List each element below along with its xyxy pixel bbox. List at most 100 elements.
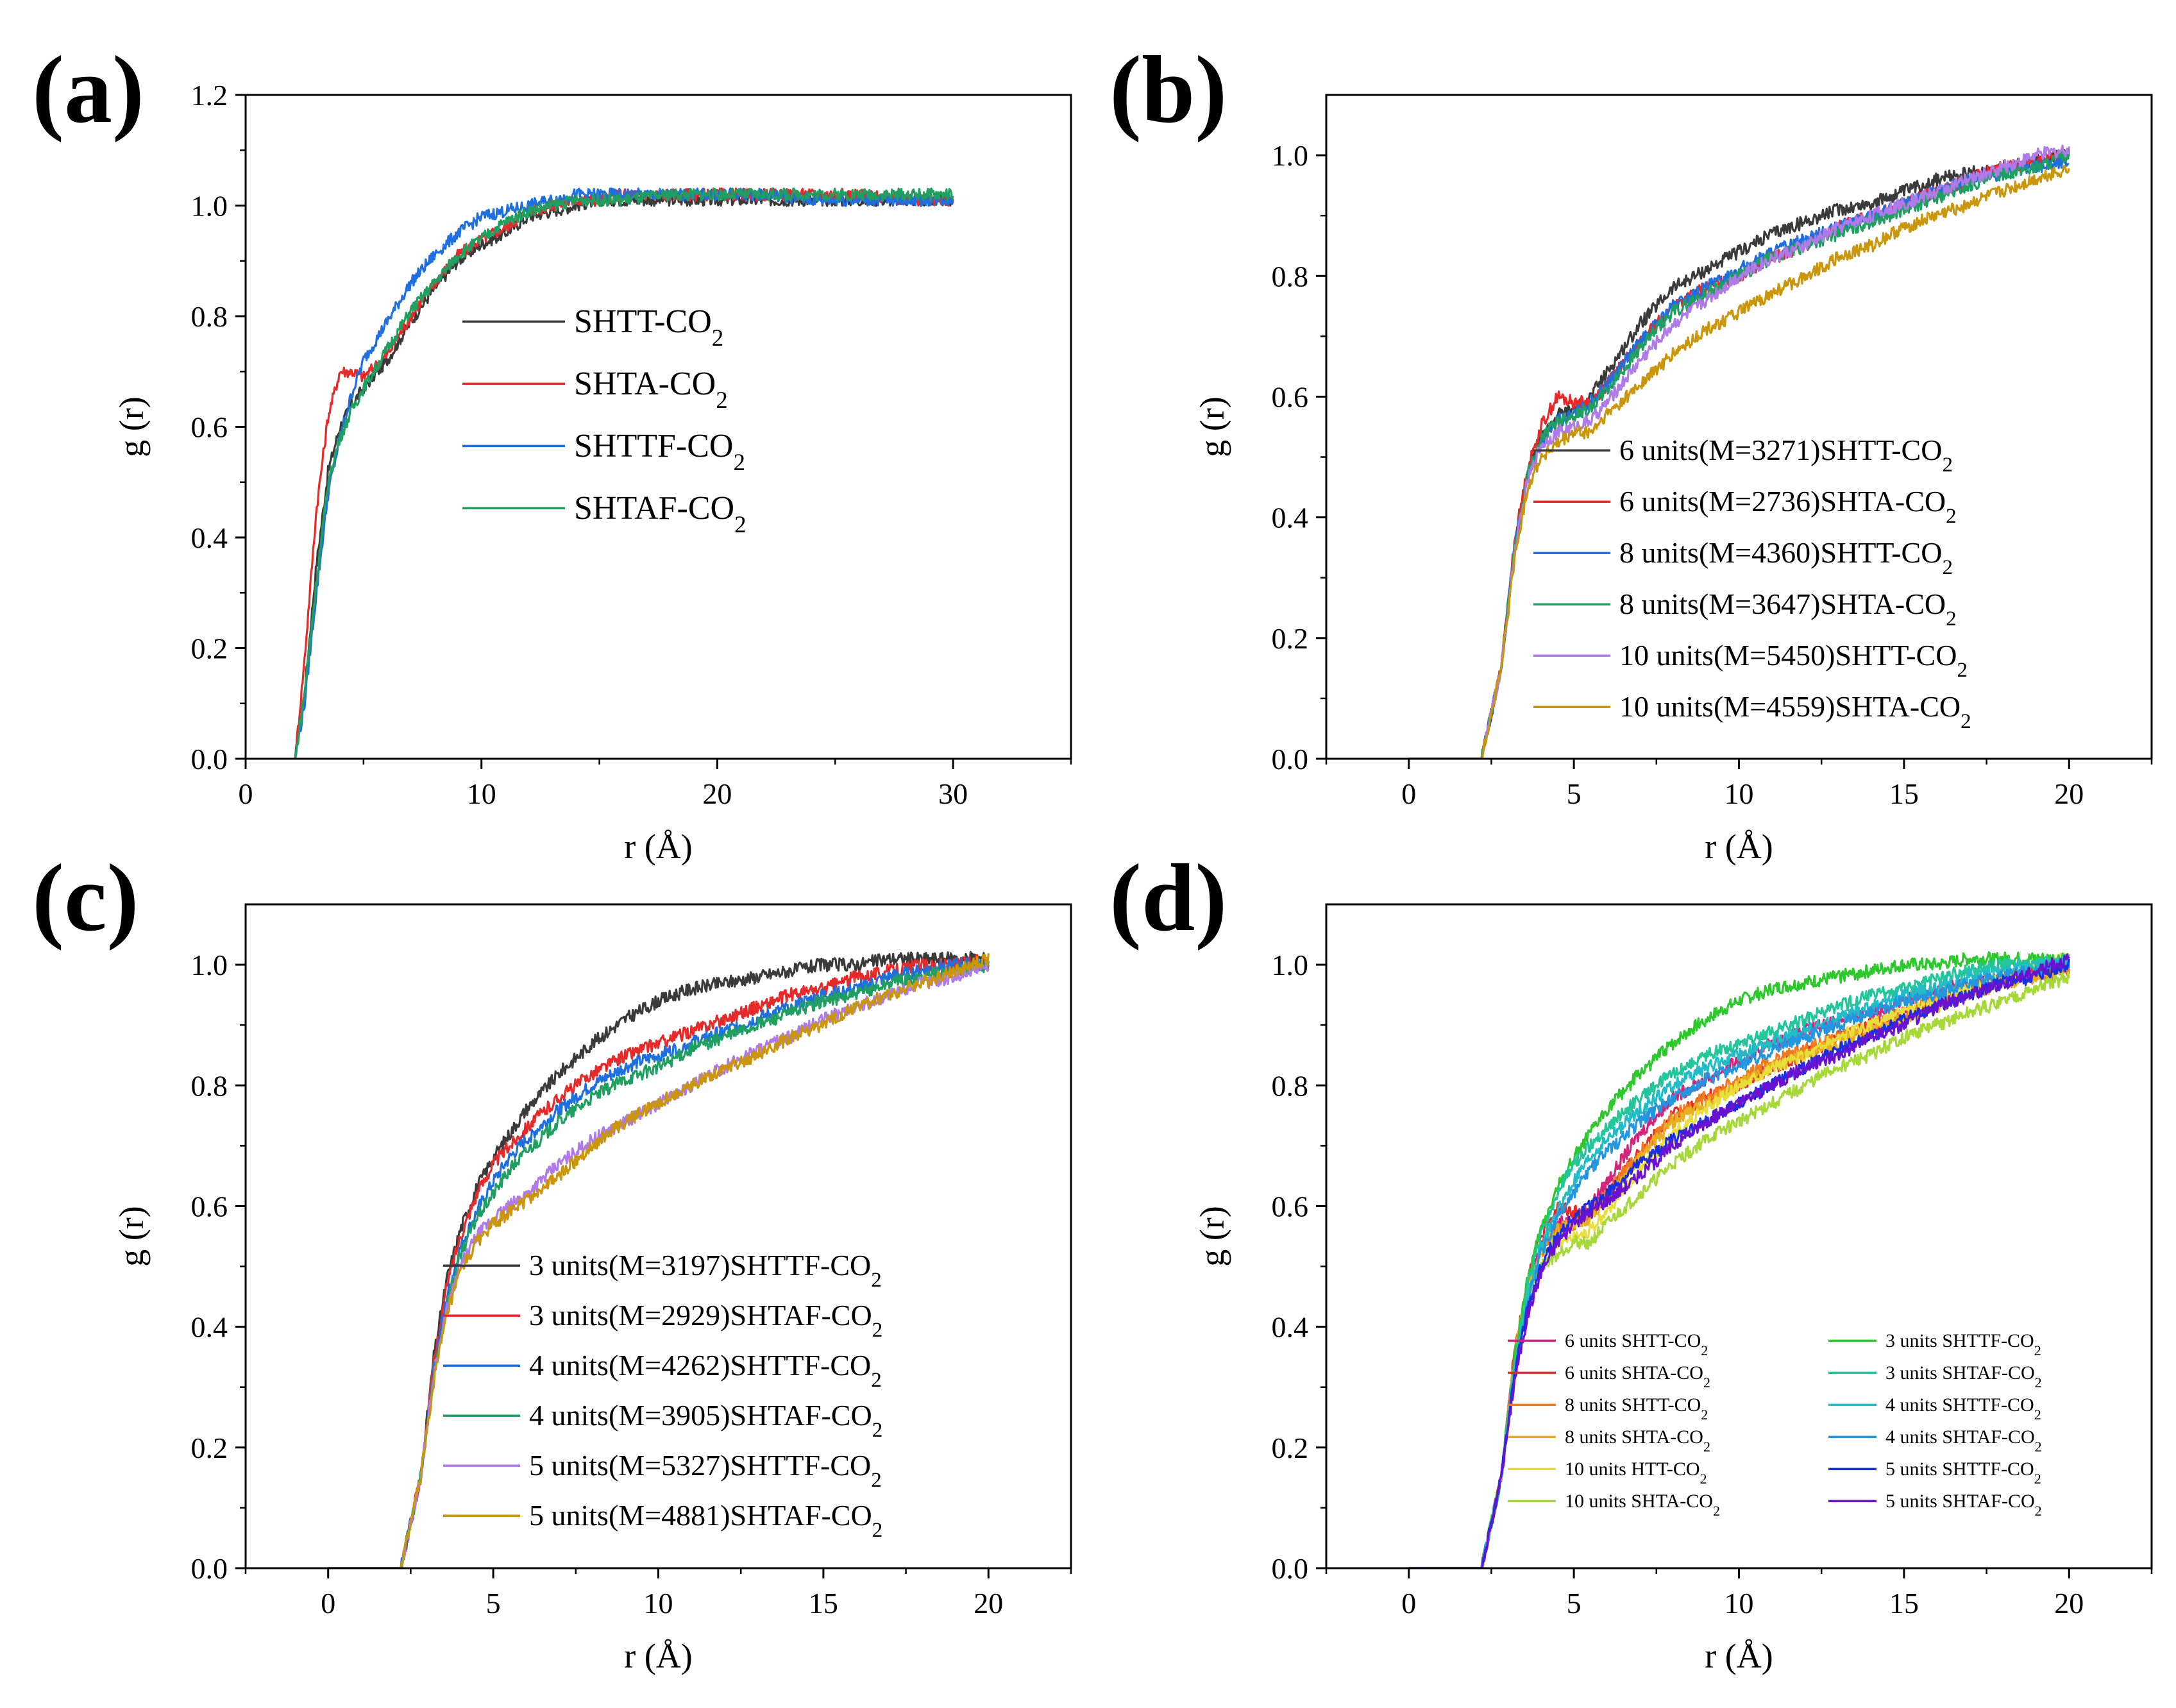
x-tick-label: 0 (1401, 777, 1416, 810)
y-tick-label: 0.8 (1272, 260, 1309, 292)
x-tick-label: 0 (321, 1587, 335, 1619)
x-tick-label: 15 (1889, 777, 1919, 810)
legend-entry: SHTT-CO2 (574, 303, 723, 351)
y-axis-title: g (r) (112, 396, 151, 457)
legend-entry: 10 units SHTA-CO2 (1565, 1491, 1720, 1519)
y-tick-label: 0.2 (191, 632, 228, 665)
x-tick-label: 10 (467, 777, 496, 810)
legend-entry: 5 units SHTTF-CO2 (1885, 1459, 2041, 1487)
legend-entry: 4 units(M=4262)SHTTF-CO2 (529, 1349, 882, 1392)
y-tick-label: 1.0 (191, 190, 228, 223)
legend-entry: 6 units(M=2736)SHTA-CO2 (1619, 485, 1957, 528)
x-tick-label: 20 (702, 777, 732, 810)
legend-entry: SHTAF-CO2 (574, 490, 746, 538)
x-tick-label: 10 (1725, 1587, 1754, 1619)
y-tick-label: 0.2 (1272, 622, 1309, 655)
y-tick-label: 1.0 (1272, 139, 1309, 172)
x-tick-label: 10 (644, 1587, 673, 1619)
y-tick-label: 1.2 (191, 79, 228, 112)
chart-panel-d: (d) 0 5 10 15 20 0.0 0.2 0.4 0.6 0.8 1.0 r (Å) g (r) 6… (1109, 845, 2153, 1675)
series-line-3 (294, 187, 954, 759)
x-tick-label: 15 (1889, 1587, 1919, 1619)
panel-label: (c) (32, 845, 139, 951)
y-tick-label: 0.8 (191, 1069, 228, 1102)
legend-entry: 5 units(M=4881)SHTAF-CO2 (529, 1499, 882, 1542)
x-tick-label: 20 (974, 1587, 1003, 1619)
chart-panel-a: (a) 0 10 20 30 0.0 0.2 0.4 0.6 0.8 1.0 1.2 r (Å) g (r… (32, 37, 1072, 866)
x-axis-title: r (Å) (1705, 827, 1773, 866)
y-tick-label: 0.0 (191, 1552, 228, 1585)
y-tick-label: 0.6 (1272, 1190, 1309, 1222)
legend-entry: 4 units(M=3905)SHTAF-CO2 (529, 1399, 882, 1442)
legend-entry: 10 units(M=4559)SHTA-CO2 (1619, 690, 1971, 733)
y-tick-label: 0.0 (191, 743, 228, 775)
y-axis-title: g (r) (1193, 1206, 1231, 1266)
y-tick-label: 0.4 (191, 1311, 228, 1344)
legend-entry: 5 units SHTAF-CO2 (1885, 1491, 2042, 1519)
y-tick-label: 1.0 (191, 949, 228, 981)
legend-entry: 8 units(M=3647)SHTA-CO2 (1619, 588, 1957, 630)
legend-entry: 8 units SHTA-CO2 (1565, 1426, 1710, 1455)
panel-label: (b) (1109, 37, 1227, 143)
series-group (294, 187, 954, 759)
series-line-4 (294, 187, 954, 759)
x-tick-label: 30 (938, 777, 968, 810)
legend-entry: 10 units HTT-CO2 (1565, 1459, 1707, 1487)
x-axis-title: r (Å) (624, 827, 692, 866)
series-line-12 (1408, 953, 2070, 1568)
y-tick-label: 0.6 (191, 1190, 228, 1222)
legend-entry: 6 units SHTT-CO2 (1565, 1330, 1708, 1358)
y-tick-label: 0.4 (191, 521, 228, 554)
series-line-7 (1408, 951, 2070, 1568)
legend-entry: 6 units(M=3271)SHTT-CO2 (1619, 434, 1953, 477)
legend-entry: 3 units(M=3197)SHTTF-CO2 (529, 1249, 882, 1292)
legend-entry: 8 units(M=4360)SHTT-CO2 (1619, 536, 1953, 579)
legend: 3 units(M=3197)SHTTF-CO2 3 units(M=2929)S… (443, 1249, 882, 1542)
y-tick-label: 0.6 (1272, 380, 1309, 413)
x-tick-label: 0 (1401, 1587, 1416, 1619)
x-tick-label: 5 (486, 1587, 501, 1619)
y-tick-label: 0.0 (1272, 743, 1309, 775)
x-tick-label: 5 (1567, 1587, 1581, 1619)
legend-entry: 10 units(M=5450)SHTT-CO2 (1619, 639, 1968, 682)
x-axis-title: r (Å) (624, 1637, 692, 1675)
series-line-11 (1408, 958, 2070, 1568)
legend: SHTT-CO2 SHTA-CO2 SHTTF-CO2 SHTAF-CO2 (462, 303, 746, 538)
x-axis-title: r (Å) (1705, 1637, 1773, 1675)
y-tick-label: 0.2 (1272, 1432, 1309, 1464)
legend-entry: 4 units SHTAF-CO2 (1885, 1426, 2042, 1455)
y-tick-label: 0.4 (1272, 502, 1309, 534)
legend-entry: 3 units SHTAF-CO2 (1885, 1362, 2042, 1391)
legend-entry: 3 units SHTTF-CO2 (1885, 1330, 2041, 1358)
legend-entry: 8 units SHTT-CO2 (1565, 1394, 1708, 1423)
x-tick-label: 10 (1725, 777, 1754, 810)
x-tick-label: 20 (2054, 777, 2084, 810)
y-tick-label: 0.6 (191, 411, 228, 444)
series-line-3 (328, 957, 990, 1568)
legend-entry: SHTA-CO2 (574, 366, 728, 414)
x-tick-label: 20 (2054, 1587, 2084, 1619)
series-line-1 (328, 951, 990, 1568)
series-group (1408, 144, 2070, 759)
x-tick-label: 5 (1567, 777, 1581, 810)
series-group (1408, 951, 2070, 1568)
panel-label: (d) (1109, 845, 1227, 951)
chart-panel-c: (c) 0 5 10 15 20 0.0 0.2 0.4 0.6 0.8 1.0 r (Å) g (r) 3… (32, 845, 1072, 1675)
legend-entry: SHTTF-CO2 (574, 428, 745, 476)
series-line-6 (328, 953, 990, 1568)
chart-panel-b: (b) 0 5 10 15 20 0.0 0.2 0.4 0.6 0.8 1.0 r (Å) g (r) 6… (1109, 37, 2153, 866)
y-tick-label: 0.4 (1272, 1311, 1309, 1344)
legend-entry: 4 units SHTTF-CO2 (1885, 1394, 2041, 1423)
legend: 6 units(M=3271)SHTT-CO2 6 units(M=2736)SH… (1533, 434, 1971, 733)
legend-entry: 3 units(M=2929)SHTAF-CO2 (529, 1299, 882, 1342)
y-axis-title: g (r) (1193, 396, 1231, 457)
legend: 6 units SHTT-CO2 6 units SHTA-CO2 8 units … (1508, 1330, 2042, 1519)
legend-entry: 6 units SHTA-CO2 (1565, 1362, 1710, 1391)
x-tick-label: 15 (809, 1587, 838, 1619)
y-axis-title: g (r) (112, 1206, 151, 1266)
y-tick-label: 0.8 (1272, 1069, 1309, 1102)
y-tick-label: 0.2 (191, 1432, 228, 1464)
panel-label: (a) (32, 37, 144, 143)
x-tick-label: 0 (239, 777, 253, 810)
